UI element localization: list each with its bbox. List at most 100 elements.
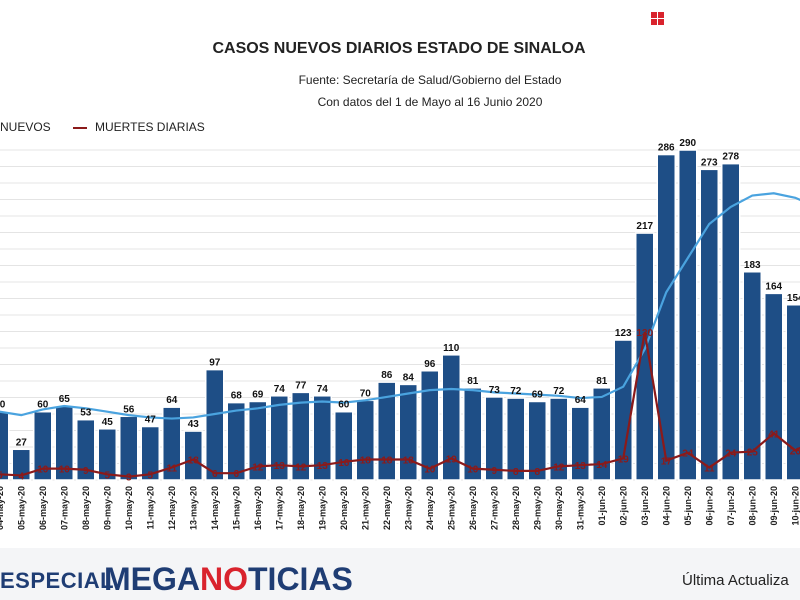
deaths-label: 130 bbox=[636, 328, 653, 339]
bar-11-may-20 bbox=[140, 425, 160, 481]
x-tick-label: 10-jun-20 bbox=[790, 486, 800, 526]
bar-label: 97 bbox=[209, 358, 221, 369]
deaths-label: 11 bbox=[704, 463, 715, 474]
deaths-label: 9 bbox=[83, 466, 89, 477]
deaths-label: 8 bbox=[534, 467, 540, 478]
bar-18-may-20 bbox=[291, 391, 311, 481]
deaths-label: 19 bbox=[446, 454, 458, 465]
deaths-label: 10 bbox=[424, 465, 436, 476]
deaths-label: 41 bbox=[768, 429, 780, 440]
deaths-label: 5 bbox=[0, 470, 3, 481]
bar-label: 70 bbox=[360, 388, 372, 399]
bar-label: 110 bbox=[443, 343, 460, 354]
legend-deaths-swatch bbox=[73, 127, 87, 129]
bar-label: 69 bbox=[252, 389, 264, 400]
x-tick-label: 28-may-20 bbox=[511, 486, 521, 530]
bar-label: 64 bbox=[166, 395, 178, 406]
x-tick-label: 16-may-20 bbox=[253, 486, 263, 530]
x-tick-label: 02-jun-20 bbox=[618, 486, 628, 526]
bar-30-may-20 bbox=[549, 397, 569, 481]
x-tick-label: 22-may-20 bbox=[382, 486, 392, 530]
bar-07-jun-20 bbox=[721, 162, 741, 481]
bar-label: 278 bbox=[722, 152, 739, 163]
bar-label: 183 bbox=[744, 260, 761, 271]
deaths-label: 12 bbox=[295, 462, 307, 473]
deaths-label: 3 bbox=[126, 473, 132, 484]
bar-label: 27 bbox=[16, 437, 28, 448]
bar-13-may-20 bbox=[183, 430, 203, 481]
bar-08-jun-20 bbox=[742, 271, 762, 481]
x-tick-label: 06-jun-20 bbox=[704, 486, 714, 526]
deaths-label: 13 bbox=[575, 461, 587, 472]
bar-05-may-20 bbox=[11, 448, 31, 481]
deaths-label: 10 bbox=[467, 465, 479, 476]
bar-label: 81 bbox=[467, 376, 479, 387]
deaths-label: 11 bbox=[166, 463, 177, 474]
x-tick-label: 08-may-20 bbox=[81, 486, 91, 530]
bar-label: 60 bbox=[37, 400, 49, 411]
bar-label: 74 bbox=[274, 384, 286, 395]
bar-12-may-20 bbox=[162, 406, 182, 481]
deaths-label: 18 bbox=[381, 456, 393, 467]
chart-date-range: Con datos del 1 de Mayo al 16 Junio 2020 bbox=[317, 95, 543, 109]
x-tick-label: 05-jun-20 bbox=[683, 486, 693, 526]
deaths-label: 5 bbox=[147, 470, 153, 481]
x-tick-label: 21-may-20 bbox=[360, 486, 370, 530]
bar-23-may-20 bbox=[398, 383, 418, 481]
deaths-label: 18 bbox=[188, 456, 200, 467]
x-tick-label: 04-may-20 bbox=[0, 486, 5, 530]
bar-label: 290 bbox=[679, 138, 696, 149]
bar-08-may-20 bbox=[76, 418, 96, 481]
deaths-label: 13 bbox=[317, 461, 329, 472]
deaths-label: 18 bbox=[403, 456, 415, 467]
x-tick-label: 12-may-20 bbox=[167, 486, 177, 530]
chart-title: CASOS NUEVOS DIARIOS ESTADO DE SINALOA bbox=[212, 40, 586, 57]
bar-label: 60 bbox=[0, 400, 6, 411]
bar-06-may-20 bbox=[33, 410, 53, 481]
bar-27-may-20 bbox=[484, 396, 504, 481]
bar-16-may-20 bbox=[248, 400, 268, 481]
bar-04-may-20 bbox=[0, 410, 10, 481]
deaths-label: 18 bbox=[360, 456, 372, 467]
deaths-label: 8 bbox=[513, 467, 519, 478]
bar-29-may-20 bbox=[527, 400, 547, 481]
deaths-line bbox=[0, 331, 800, 478]
legend-deaths-label: MUERTES DIARIAS bbox=[95, 120, 205, 134]
bar-label: 72 bbox=[510, 386, 522, 397]
bar-label: 72 bbox=[553, 386, 565, 397]
bar-label: 45 bbox=[102, 417, 114, 428]
legend-cases-label: NUEVOS bbox=[0, 120, 51, 134]
x-tick-label: 10-may-20 bbox=[124, 486, 134, 530]
bar-label: 47 bbox=[145, 415, 157, 426]
menu-grid-icon[interactable] bbox=[651, 12, 664, 25]
bar-22-may-20 bbox=[377, 381, 397, 481]
x-tick-label: 09-jun-20 bbox=[769, 486, 779, 526]
bar-label: 164 bbox=[765, 281, 782, 292]
deaths-label: 24 bbox=[725, 449, 737, 460]
cases-chart: 5410109535111866121312131618181810191098… bbox=[0, 138, 800, 530]
x-tick-label: 01-jun-20 bbox=[597, 486, 607, 526]
deaths-label: 4 bbox=[18, 471, 24, 482]
x-tick-label: 03-jun-20 bbox=[640, 486, 650, 526]
bar-10-jun-20 bbox=[785, 304, 800, 481]
x-tick-label: 24-may-20 bbox=[425, 486, 435, 530]
last-update-text: Última Actualiza bbox=[682, 572, 789, 589]
x-tick-label: 18-may-20 bbox=[296, 486, 306, 530]
bar-label: 84 bbox=[403, 372, 415, 383]
x-tick-label: 14-may-20 bbox=[210, 486, 220, 530]
bar-label: 53 bbox=[80, 408, 92, 419]
deaths-label: 24 bbox=[682, 449, 694, 460]
x-tick-label: 27-may-20 bbox=[489, 486, 499, 530]
x-tick-label: 23-may-20 bbox=[403, 486, 413, 530]
x-tick-label: 07-jun-20 bbox=[726, 486, 736, 526]
deaths-label: 5 bbox=[104, 470, 110, 481]
deaths-label: 6 bbox=[233, 469, 239, 480]
x-tick-label: 29-may-20 bbox=[532, 486, 542, 530]
bar-label: 154 bbox=[787, 293, 800, 304]
deaths-label: 10 bbox=[59, 465, 71, 476]
x-tick-label: 30-may-20 bbox=[554, 486, 564, 530]
bar-label: 77 bbox=[295, 380, 307, 391]
x-tick-label: 04-jun-20 bbox=[661, 486, 671, 526]
bar-label: 286 bbox=[658, 143, 675, 154]
bar-31-may-20 bbox=[570, 406, 590, 481]
